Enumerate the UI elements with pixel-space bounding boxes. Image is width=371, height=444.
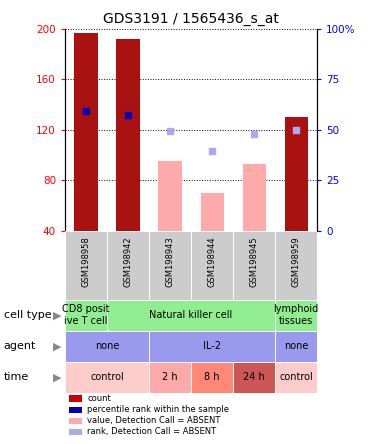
- Bar: [65, 362, 149, 393]
- Text: IL-2: IL-2: [203, 341, 221, 351]
- Bar: [191, 231, 233, 300]
- Text: GSM198942: GSM198942: [124, 236, 132, 287]
- Text: time: time: [4, 373, 29, 382]
- Point: [209, 148, 215, 155]
- Bar: [65, 231, 107, 300]
- Text: GSM198958: GSM198958: [82, 236, 91, 287]
- Text: rank, Detection Call = ABSENT: rank, Detection Call = ABSENT: [87, 427, 216, 436]
- Text: GSM198944: GSM198944: [208, 236, 217, 287]
- Bar: [275, 231, 317, 300]
- Bar: [191, 362, 233, 393]
- Bar: [275, 331, 317, 362]
- Text: GSM198959: GSM198959: [292, 236, 301, 287]
- Text: CD8 posit
ive T cell: CD8 posit ive T cell: [62, 305, 110, 326]
- Bar: [233, 231, 275, 300]
- Bar: [158, 162, 181, 231]
- Text: lymphoid
tissues: lymphoid tissues: [273, 305, 319, 326]
- Text: percentile rank within the sample: percentile rank within the sample: [87, 405, 229, 414]
- Bar: [116, 39, 139, 231]
- Point: [83, 107, 89, 115]
- Bar: [65, 300, 107, 331]
- Bar: [233, 362, 275, 393]
- Point: [167, 127, 173, 135]
- Bar: [107, 300, 275, 331]
- Text: none: none: [284, 341, 308, 351]
- Bar: [149, 362, 191, 393]
- Text: cell type: cell type: [4, 310, 51, 320]
- Point: [293, 126, 299, 133]
- Text: 8 h: 8 h: [204, 373, 220, 382]
- Bar: [107, 231, 149, 300]
- Text: GSM198945: GSM198945: [250, 236, 259, 287]
- Text: none: none: [95, 341, 119, 351]
- Bar: [243, 164, 266, 231]
- Point: [125, 111, 131, 118]
- Point: [251, 130, 257, 137]
- Text: 2 h: 2 h: [162, 373, 178, 382]
- Text: ▶: ▶: [53, 341, 61, 351]
- Bar: [200, 193, 224, 231]
- Text: control: control: [90, 373, 124, 382]
- Bar: [149, 331, 275, 362]
- Title: GDS3191 / 1565436_s_at: GDS3191 / 1565436_s_at: [103, 12, 279, 27]
- Bar: [275, 300, 317, 331]
- Bar: [285, 117, 308, 231]
- Bar: [65, 331, 149, 362]
- Text: count: count: [87, 394, 111, 403]
- Text: 24 h: 24 h: [243, 373, 265, 382]
- Text: ▶: ▶: [53, 310, 61, 320]
- Text: GSM198943: GSM198943: [165, 236, 174, 287]
- Text: control: control: [279, 373, 313, 382]
- Bar: [74, 33, 98, 231]
- Text: Natural killer cell: Natural killer cell: [150, 310, 233, 320]
- Text: value, Detection Call = ABSENT: value, Detection Call = ABSENT: [87, 416, 221, 425]
- Text: agent: agent: [4, 341, 36, 351]
- Bar: [275, 362, 317, 393]
- Bar: [149, 231, 191, 300]
- Text: ▶: ▶: [53, 373, 61, 382]
